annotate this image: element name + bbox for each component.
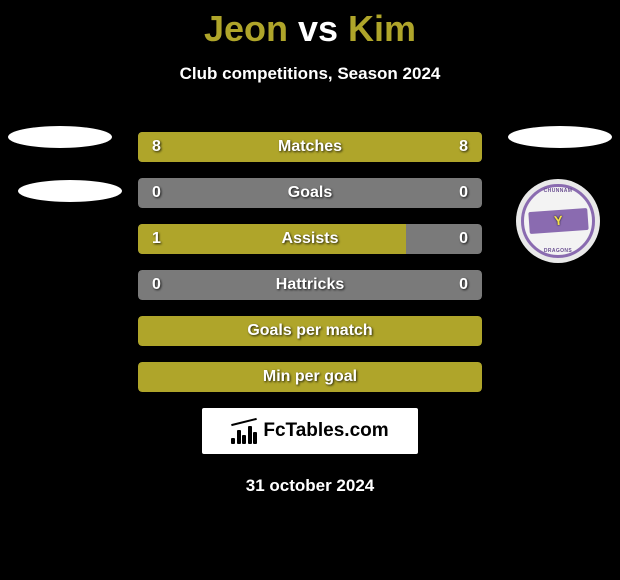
- stat-row: Goals per match: [138, 316, 482, 346]
- stat-label: Min per goal: [263, 368, 357, 386]
- stat-label: Hattricks: [276, 276, 344, 294]
- brand-bar: [231, 438, 235, 444]
- stat-value-right: 8: [459, 138, 468, 156]
- brand-name: FcTables.com: [263, 420, 388, 442]
- stat-value-right: 0: [459, 276, 468, 294]
- stat-row: 0 Goals 0: [138, 178, 482, 208]
- stat-row: 8 Matches 8: [138, 132, 482, 162]
- brand-bar: [237, 430, 241, 444]
- stat-row-inner: 0 Hattricks 0: [138, 270, 482, 300]
- stat-value-left: 0: [152, 276, 161, 294]
- brand-badge: FcTables.com: [202, 408, 418, 454]
- stat-row-inner: 8 Matches 8: [138, 132, 482, 162]
- brand-bar: [248, 426, 252, 444]
- stat-row: Min per goal: [138, 362, 482, 392]
- subtitle: Club competitions, Season 2024: [0, 64, 620, 84]
- stat-value-left: 1: [152, 230, 161, 248]
- stat-row: 0 Hattricks 0: [138, 270, 482, 300]
- title-left: Jeon: [204, 8, 288, 49]
- stat-row-inner: Goals per match: [138, 316, 482, 346]
- stat-label: Goals per match: [247, 322, 372, 340]
- brand-chart-icon: [231, 418, 257, 444]
- stat-value-right: 0: [459, 230, 468, 248]
- title-right: Kim: [348, 8, 416, 49]
- stat-row-inner: 0 Goals 0: [138, 178, 482, 208]
- page-title: Jeon vs Kim: [0, 0, 620, 50]
- stat-row-inner: Min per goal: [138, 362, 482, 392]
- stat-row: 1 Assists 0: [138, 224, 482, 254]
- stat-value-right: 0: [459, 184, 468, 202]
- title-mid: vs: [298, 8, 338, 49]
- stat-label: Assists: [282, 230, 339, 248]
- brand-trend-line: [231, 418, 257, 426]
- stat-label: Goals: [288, 184, 332, 202]
- stats-panel: 8 Matches 8 0 Goals 0 1 Assists 0 0 Hattricks 0 Goal…: [0, 132, 620, 392]
- brand-bar: [242, 435, 246, 444]
- stat-row-inner: 1 Assists 0: [138, 224, 482, 254]
- footer-date: 31 october 2024: [0, 476, 620, 496]
- brand-bar: [253, 432, 257, 444]
- stat-value-left: 0: [152, 184, 161, 202]
- stat-label: Matches: [278, 138, 342, 156]
- stat-value-left: 8: [152, 138, 161, 156]
